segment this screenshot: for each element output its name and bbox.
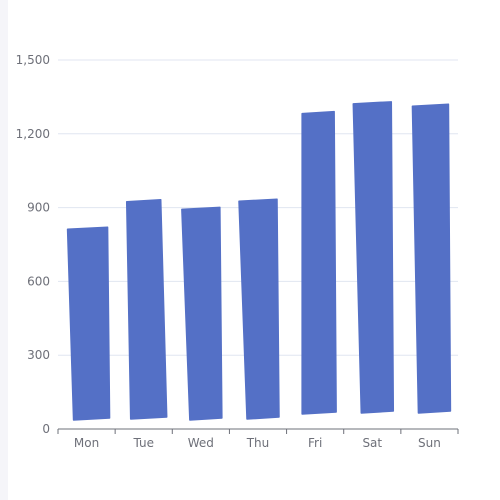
x-tick-label: Sun	[418, 436, 441, 450]
bar-wed	[181, 206, 223, 421]
x-axis	[57, 428, 459, 434]
bar-fri	[301, 110, 337, 415]
bar-tue	[125, 198, 168, 420]
x-tick-label: Sat	[362, 436, 382, 450]
x-tick-label: Tue	[132, 436, 154, 450]
bar-mon	[66, 226, 111, 421]
y-tick-label: 900	[27, 201, 50, 215]
x-axis-labels: Mon Tue Wed Thu Fri Sat Sun	[74, 436, 441, 450]
bar-thu	[238, 198, 280, 420]
bar-sun	[411, 103, 452, 414]
bars	[66, 101, 452, 421]
y-tick-label: 0	[42, 422, 50, 436]
y-tick-label: 1,200	[16, 127, 50, 141]
y-tick-label: 600	[27, 274, 50, 288]
x-tick-label: Thu	[246, 436, 270, 450]
bar-sat	[352, 101, 395, 414]
x-tick-label: Mon	[74, 436, 99, 450]
x-tick-label: Wed	[188, 436, 214, 450]
y-tick-label: 300	[27, 348, 50, 362]
y-tick-label: 1,500	[16, 53, 50, 67]
x-tick-label: Fri	[308, 436, 322, 450]
y-axis-labels: 0 300 600 900 1,200 1,500	[16, 53, 50, 436]
